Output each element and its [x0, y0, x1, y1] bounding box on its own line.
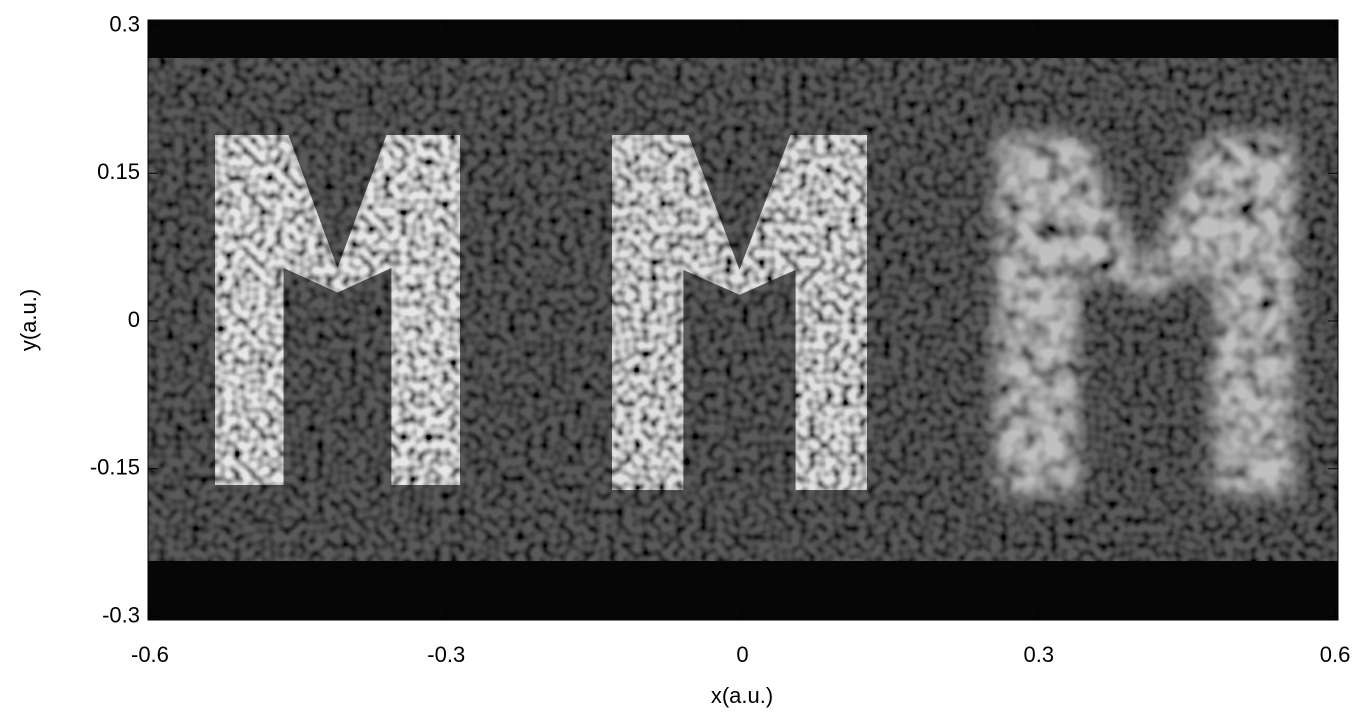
image-noise — [148, 58, 1338, 561]
y-tick-label: -0.3 — [102, 602, 140, 627]
y-tick-label: 0 — [128, 307, 140, 332]
x-tick-label: 0.6 — [1320, 642, 1351, 667]
x-tick-label: 0.3 — [1023, 642, 1054, 667]
y-tick-label: 0.3 — [109, 11, 140, 36]
x-tick-label: -0.6 — [131, 642, 169, 667]
image-area — [148, 20, 1338, 620]
x-tick-label: 0 — [736, 642, 748, 667]
page: x(a.u.) y(a.u.) -0.6 -0.3 0 0.3 0.6 -0.3 -0.15… — [0, 0, 1355, 715]
x-axis-label: x(a.u.) — [711, 683, 773, 708]
y-tick-label: -0.15 — [90, 455, 140, 480]
y-tick-label: 0.15 — [97, 159, 140, 184]
chart: x(a.u.) y(a.u.) -0.6 -0.3 0 0.3 0.6 -0.3 -0.15… — [0, 0, 1355, 715]
x-tick-label: -0.3 — [427, 642, 465, 667]
y-axis-label: y(a.u.) — [16, 289, 41, 351]
